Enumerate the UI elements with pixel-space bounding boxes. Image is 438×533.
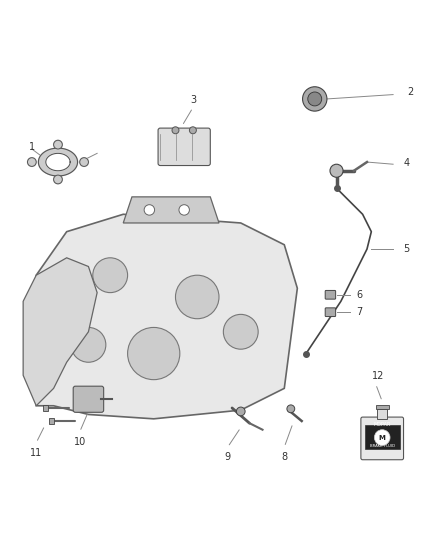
- Circle shape: [189, 127, 196, 134]
- Text: 10: 10: [74, 437, 86, 447]
- Circle shape: [127, 327, 180, 379]
- Text: MOPAR: MOPAR: [374, 422, 391, 427]
- FancyBboxPatch shape: [325, 290, 336, 299]
- FancyBboxPatch shape: [325, 308, 336, 317]
- Text: 6: 6: [356, 290, 362, 300]
- Circle shape: [93, 258, 127, 293]
- Text: 5: 5: [403, 244, 409, 254]
- Circle shape: [179, 205, 189, 215]
- Text: 3: 3: [190, 95, 196, 106]
- FancyBboxPatch shape: [73, 386, 104, 413]
- Text: 4: 4: [403, 158, 409, 168]
- Circle shape: [53, 140, 62, 149]
- Bar: [43, 405, 48, 411]
- Polygon shape: [46, 154, 70, 171]
- Circle shape: [287, 405, 295, 413]
- Text: M: M: [379, 434, 385, 441]
- Circle shape: [176, 275, 219, 319]
- Circle shape: [28, 158, 36, 166]
- Text: BRAKE FLUID: BRAKE FLUID: [370, 444, 395, 448]
- Circle shape: [308, 92, 322, 106]
- Bar: [49, 418, 54, 424]
- Circle shape: [53, 175, 62, 184]
- FancyBboxPatch shape: [158, 128, 210, 166]
- Circle shape: [374, 430, 390, 446]
- Circle shape: [172, 127, 179, 134]
- Bar: [376, 405, 389, 409]
- Circle shape: [144, 205, 155, 215]
- Polygon shape: [123, 197, 219, 223]
- Text: 1: 1: [29, 142, 35, 152]
- Circle shape: [53, 175, 62, 184]
- Circle shape: [28, 158, 36, 166]
- Text: 12: 12: [372, 371, 384, 381]
- Polygon shape: [39, 148, 78, 176]
- Circle shape: [80, 158, 88, 166]
- Circle shape: [303, 87, 327, 111]
- Circle shape: [80, 158, 88, 166]
- Circle shape: [237, 407, 245, 416]
- Circle shape: [53, 140, 62, 149]
- Text: 2: 2: [407, 87, 413, 98]
- FancyBboxPatch shape: [361, 417, 403, 460]
- Text: 8: 8: [281, 453, 287, 462]
- Bar: [365, 425, 399, 449]
- Text: 9: 9: [225, 453, 231, 462]
- Text: 11: 11: [30, 448, 42, 458]
- Text: 7: 7: [356, 307, 362, 317]
- Circle shape: [71, 327, 106, 362]
- Polygon shape: [36, 214, 297, 419]
- Polygon shape: [23, 258, 97, 406]
- Circle shape: [330, 164, 343, 177]
- Bar: [377, 409, 388, 419]
- Circle shape: [223, 314, 258, 349]
